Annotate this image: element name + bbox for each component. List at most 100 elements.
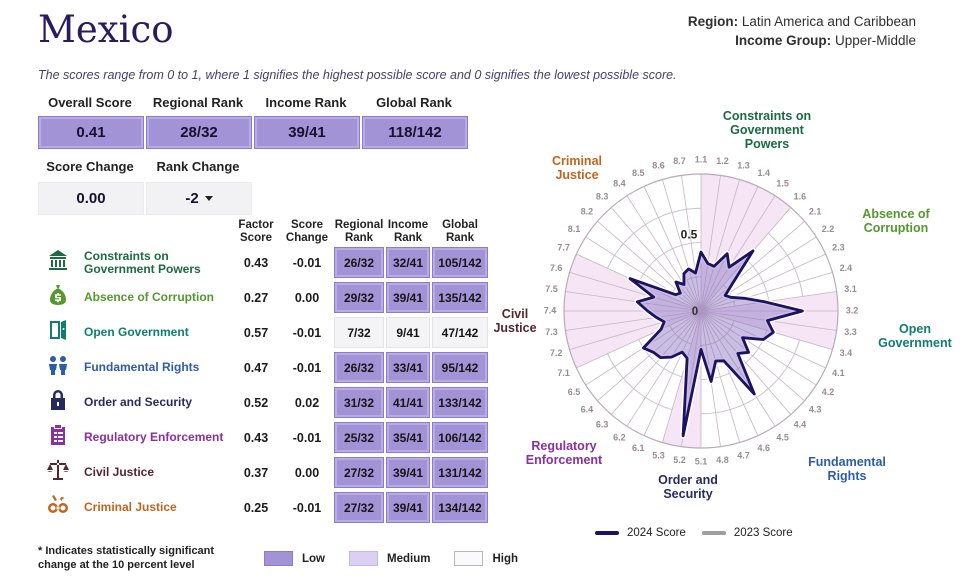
col-global-rank: Global Rank — [442, 219, 478, 244]
regional-rank-cell: 27/32 — [334, 457, 384, 488]
factor-table: Factor Score Score Change Regional Rank Inc… — [38, 219, 488, 525]
padlock-icon — [51, 390, 65, 410]
factor-row-3: Open Government 0.57 -0.01 7/32 9/41 47/142 — [38, 315, 488, 350]
subfactor-tick-label: 3.1 — [844, 284, 857, 294]
subfactor-tick-label: 5.2 — [673, 455, 686, 465]
global-rank-value: 118/142 — [362, 116, 468, 149]
overall-score-value: 0.41 — [38, 116, 144, 149]
factor-name: Civil Justice — [84, 465, 155, 479]
subfactor-tick-label: 7.5 — [545, 284, 558, 294]
scales-icon — [47, 460, 69, 480]
global-rank-cell: 133/142 — [432, 387, 488, 418]
global-rank-cell: 135/142 — [432, 282, 488, 313]
score-change: -0.01 — [292, 325, 322, 340]
spoke-line — [700, 175, 721, 312]
subfactor-tick-label: 7.3 — [545, 327, 558, 337]
factor-name: Criminal Justice — [84, 500, 177, 514]
people-icon — [49, 356, 67, 375]
regional-rank-cell: 27/32 — [334, 492, 384, 523]
spoke-line — [662, 310, 702, 443]
regional-rank-cell: 31/32 — [334, 387, 384, 418]
factor-score: 0.37 — [243, 465, 269, 480]
handcuffs-icon — [48, 495, 68, 513]
spoke-line — [597, 310, 702, 402]
factor-row-2: Absence of Corruption 0.27 0.00 29/32 39/41 1… — [38, 280, 488, 315]
subfactor-tick-label: 1.3 — [737, 160, 750, 170]
spoke-line — [700, 310, 833, 350]
spoke-line — [610, 207, 702, 312]
factor-row-1: Constraints on Government Powers 0.43 -0.0… — [38, 245, 488, 280]
col-factor-score: Factor Score — [238, 219, 274, 244]
score-change: 0.00 — [294, 290, 320, 305]
subfactor-tick-label: 4.8 — [716, 455, 729, 465]
spoke-line — [700, 179, 740, 312]
factor-row-6: Regulatory Enforcement 0.43 -0.01 25/32 35/4… — [38, 420, 488, 455]
legend-2023-score: 2023 Score — [701, 527, 793, 539]
spoke-line — [643, 186, 702, 312]
overall-score-header: Overall Score — [48, 95, 132, 110]
spoke-line — [585, 236, 702, 312]
radar-svg: 1.1 1.2 1.3 1.4 1.5 1.62.12.2 2.3 2.4 3.1 3.2 3.3 3… — [544, 154, 859, 466]
subfactor-tick-label: 2.1 — [809, 206, 822, 216]
subfactor-tick-label: 8.6 — [652, 160, 665, 170]
factor-row-5: Order and Security 0.52 0.02 31/32 41/41 133/… — [38, 385, 488, 420]
score-range-note: The scores range from 0 to 1, where 1 si… — [38, 68, 677, 82]
spoke-line — [700, 220, 805, 312]
global-rank-cell: 106/142 — [432, 422, 488, 453]
subfactor-tick-label: 4.3 — [809, 404, 822, 414]
global-rank-cell: 95/142 — [432, 352, 488, 383]
rank-change-dropdown[interactable]: -2 — [146, 182, 252, 215]
region-line: Region: Latin America and Caribbean — [688, 12, 916, 31]
medium-tier-swatch — [349, 551, 378, 566]
subfactor-tick-label: 4.5 — [776, 432, 789, 442]
subfactor-tick-label: 8.2 — [581, 206, 594, 216]
score-change: 0.02 — [294, 395, 320, 410]
income-rank-cell: 39/41 — [386, 457, 430, 488]
factor-score: 0.43 — [243, 430, 269, 445]
low-tier-swatch — [264, 551, 293, 566]
global-rank-cell: 105/142 — [432, 247, 488, 278]
chevron-down-icon — [204, 196, 213, 201]
spoke-line — [700, 310, 759, 436]
factor-score: 0.27 — [243, 290, 269, 305]
subfactor-tick-label: 5.3 — [652, 450, 665, 460]
axis-mid-label: 0.5 — [681, 228, 698, 242]
subfactor-tick-label: 8.5 — [632, 168, 645, 178]
subfactor-tick-label: 7.7 — [557, 243, 570, 253]
factor-score: 0.47 — [243, 360, 269, 375]
spoke-line — [626, 310, 702, 427]
radar-legend: 2024 Score 2023 Score — [595, 527, 793, 539]
global-rank-cell: 131/142 — [432, 457, 488, 488]
income-rank-value: 39/41 — [254, 116, 360, 149]
subfactor-tick-label: 1.4 — [757, 168, 770, 178]
subfactor-tick-label: 7.4 — [544, 305, 557, 315]
low-tier-label: Low — [302, 552, 325, 565]
subfactor-tick-label: 4.2 — [822, 387, 835, 397]
spoke-line — [610, 310, 702, 415]
income-rank-cell: 35/41 — [386, 422, 430, 453]
factor-score: 0.57 — [243, 325, 269, 340]
subfactor-tick-label: 1.1 — [695, 154, 708, 164]
subfactor-tick-label: 6.5 — [568, 387, 581, 397]
high-tier-label: High — [492, 552, 519, 565]
factor-name: Absence of Corruption — [84, 290, 215, 304]
income-rank-header: Income Rank — [265, 95, 347, 110]
2024-score-label: 2024 Score — [627, 527, 686, 539]
spoke-line — [700, 253, 826, 312]
subfactor-tick-label: 8.3 — [596, 191, 609, 201]
subfactor-tick-label: 4.7 — [737, 450, 750, 460]
income-rank-cell: 41/41 — [386, 387, 430, 418]
legend-2024-score: 2024 Score — [595, 527, 686, 539]
subfactor-tick-label: 7.6 — [550, 263, 563, 273]
col-income-rank: Income Rank — [387, 219, 429, 244]
subfactor-tick-label: 5.1 — [695, 456, 708, 466]
col-score-change: Score Change — [285, 219, 329, 244]
regional-rank-cell: 7/32 — [334, 317, 384, 348]
factor-row-4: Fundamental Rights 0.47 -0.01 26/32 33/41 95/… — [38, 350, 488, 385]
income-rank-cell: 39/41 — [386, 282, 430, 313]
rank-change-value: -2 — [185, 190, 199, 207]
outer-circle — [563, 173, 839, 449]
subfactor-tick-label: 6.3 — [596, 419, 609, 429]
factor-name: Fundamental Rights — [84, 360, 200, 374]
